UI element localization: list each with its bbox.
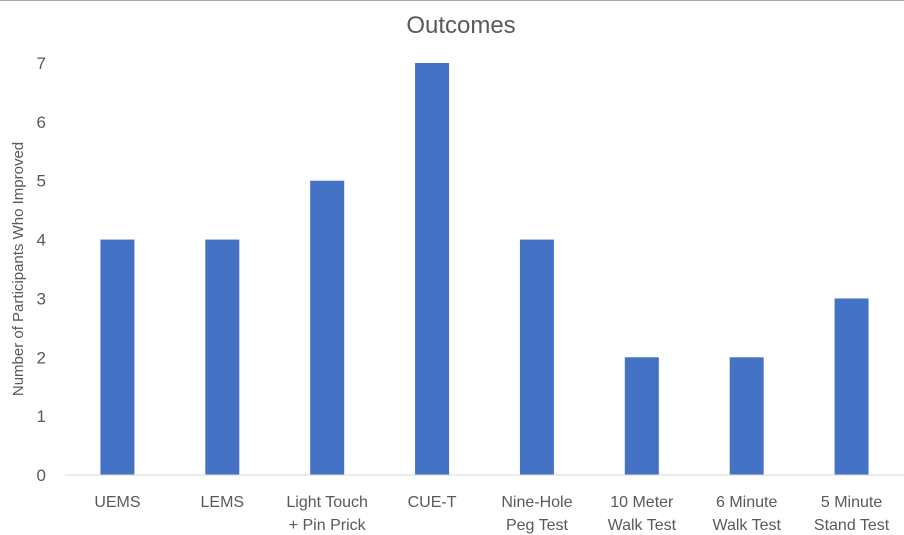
x-tick-label: Nine-Hole Peg Test [501,494,572,534]
x-axis-labels: UEMS LEMS Light Touch + Pin Prick CUE-T Nine-… [94,494,889,534]
bar [729,357,764,475]
bars [100,63,869,475]
x-tick-label-line: + Pin Prick [289,517,367,534]
x-tick-label-line: CUE-T [408,494,457,511]
x-tick-label: 5 Minute Stand Test [814,494,890,534]
x-tick-label-line: LEMS [201,494,245,511]
x-tick-label-line: Stand Test [814,517,890,534]
y-tick-label: 6 [37,113,46,132]
bar [834,298,869,475]
x-tick-label: LEMS [201,494,245,511]
chart-title: Outcomes [406,12,515,39]
x-tick-label-line: Nine-Hole [501,494,572,511]
x-tick-label-line: Walk Test [712,517,781,534]
x-tick-label-line: Light Touch [286,494,368,511]
bar [205,239,240,475]
x-tick-label-line: 5 Minute [821,494,882,511]
y-axis-title: Number of Participants Who Improved [10,142,27,396]
x-tick-label-line: Peg Test [506,517,569,534]
y-tick-label: 2 [37,348,46,367]
bar [310,180,345,475]
x-tick-label-line: UEMS [94,494,140,511]
bar [100,239,135,475]
bar [415,63,450,475]
y-tick-label: 3 [37,289,46,308]
y-axis-ticks: 0 1 2 3 4 5 6 7 [37,54,46,485]
x-tick-label: UEMS [94,494,140,511]
x-tick-label: Light Touch + Pin Prick [286,494,368,534]
x-tick-label: 10 Meter Walk Test [608,494,677,534]
y-tick-label: 1 [37,407,46,426]
x-tick-label-line: 10 Meter [610,494,674,511]
x-tick-label: 6 Minute Walk Test [712,494,781,534]
y-tick-label: 5 [37,172,46,191]
bar [624,357,659,475]
x-tick-label-line: Walk Test [608,517,677,534]
y-tick-label: 4 [37,231,46,250]
bar [519,239,554,475]
y-tick-label: 7 [37,54,46,73]
x-tick-label-line: 6 Minute [716,494,777,511]
y-tick-label: 0 [37,466,46,485]
x-tick-label: CUE-T [408,494,457,511]
